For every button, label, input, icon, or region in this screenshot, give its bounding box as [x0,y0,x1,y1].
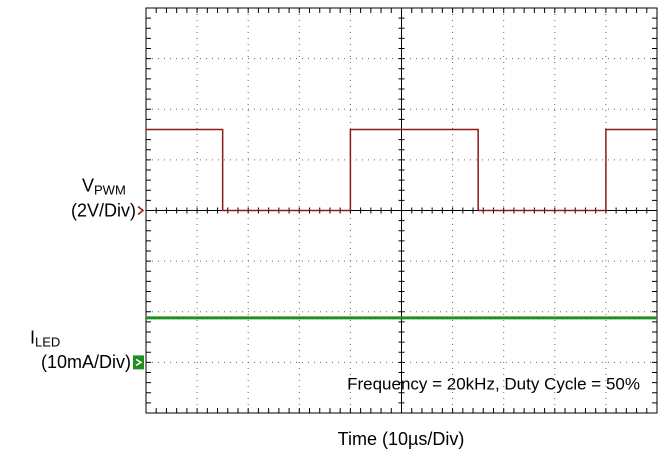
channel-name: I [30,327,35,347]
channel-label: VPWM [82,175,126,198]
channel-subscript: LED [35,335,60,350]
annotation: Frequency = 20kHz, Duty Cycle = 50% [347,374,640,393]
ground-marker [133,355,144,370]
channel-scale: (2V/Div) [71,200,136,220]
channel-name: V [82,175,94,195]
ground-marker-arrow [135,358,143,367]
channel-label: ILED [30,327,60,350]
x-axis-label: Time (10µs/Div) [338,429,465,449]
channel-subscript: PWM [94,183,126,198]
trace [146,128,657,212]
channel-scale: (10mA/Div) [41,352,131,372]
ground-marker [137,205,145,216]
